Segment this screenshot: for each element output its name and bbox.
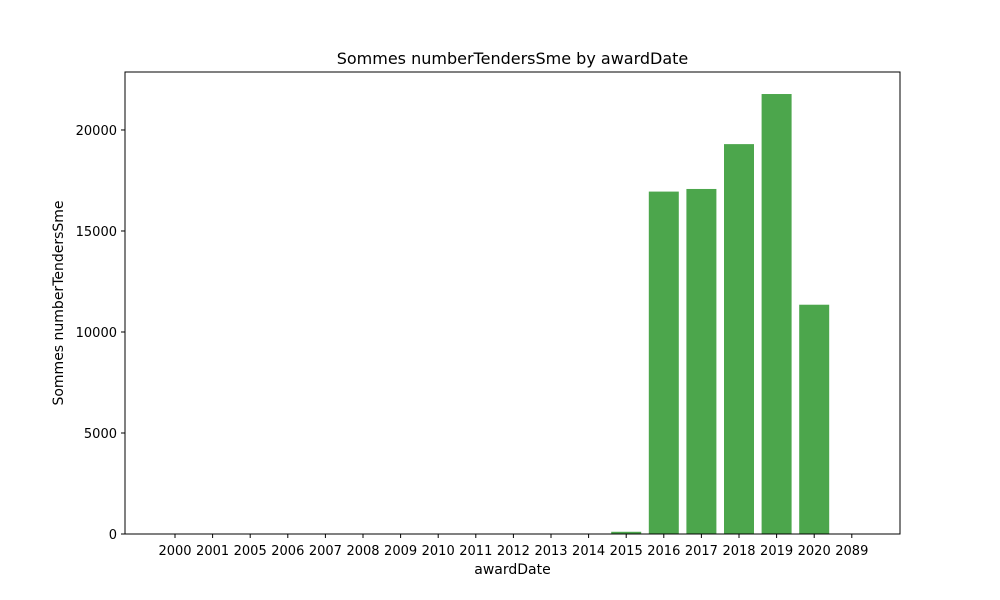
x-tick-label-2000: 2000 [158, 544, 191, 559]
x-tick-label-2019: 2019 [760, 544, 793, 559]
x-tick-label-2008: 2008 [346, 544, 379, 559]
bar-2018 [724, 144, 754, 534]
bar-2019 [761, 94, 792, 535]
x-tick-label-2009: 2009 [384, 544, 417, 559]
bar-2015 [611, 531, 642, 534]
x-axis-title: awardDate [474, 562, 550, 578]
bar-2020 [799, 304, 830, 534]
x-tick-label-2011: 2011 [459, 544, 492, 559]
chart-title: Sommes numberTendersSme by awardDate [337, 49, 689, 68]
bar-2016 [648, 191, 679, 534]
x-tick-label-2020: 2020 [798, 544, 831, 559]
y-tick-label-0: 0 [109, 528, 117, 543]
x-tick-label-2014: 2014 [572, 544, 605, 559]
x-tick-label-2001: 2001 [196, 544, 229, 559]
plot-frame [124, 71, 901, 535]
y-tick-label-5000: 5000 [84, 427, 117, 442]
x-axis: 2000 2001 2005 2006 2007 2008 2009 2010 2011 2012… [158, 534, 868, 559]
x-tick-label-2012: 2012 [497, 544, 530, 559]
x-tick-label-2016: 2016 [647, 544, 680, 559]
y-tick-label-15000: 15000 [76, 225, 117, 240]
x-tick-label-2013: 2013 [534, 544, 567, 559]
x-tick-label-2006: 2006 [271, 544, 304, 559]
y-tick-label-10000: 10000 [76, 326, 117, 341]
x-tick-label-2089: 2089 [835, 544, 868, 559]
x-tick-label-2005: 2005 [234, 544, 267, 559]
x-tick-label-2007: 2007 [309, 544, 342, 559]
y-tick-label-20000: 20000 [76, 124, 117, 139]
y-axis: 0 5000 10000 15000 20000 [76, 124, 125, 543]
bar-2017 [686, 188, 717, 534]
x-tick-label-2017: 2017 [685, 544, 718, 559]
bars-group [160, 94, 867, 535]
y-axis-title: Sommes numberTendersSme [51, 200, 67, 405]
x-tick-label-2015: 2015 [610, 544, 643, 559]
x-tick-label-2018: 2018 [722, 544, 755, 559]
x-tick-label-2010: 2010 [422, 544, 455, 559]
